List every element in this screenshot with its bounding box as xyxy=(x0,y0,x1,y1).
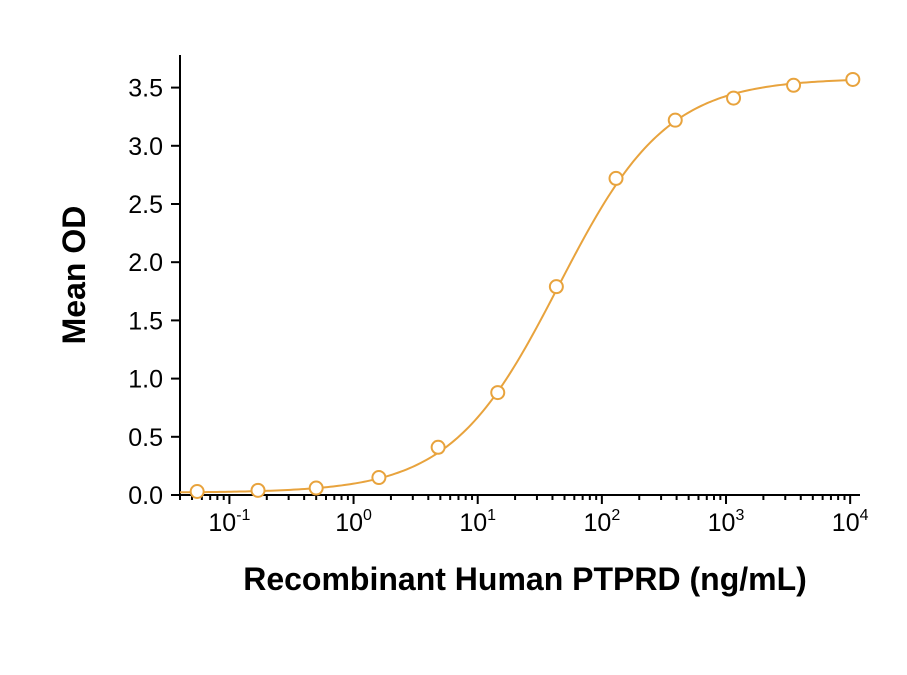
data-marker xyxy=(787,79,800,92)
data-marker xyxy=(491,386,504,399)
x-tick-label: 104 xyxy=(832,507,869,537)
fit-curve xyxy=(180,80,860,492)
y-tick-label: 0.5 xyxy=(128,424,163,452)
data-marker xyxy=(310,482,323,495)
data-marker xyxy=(669,114,682,127)
y-tick-label: 3.5 xyxy=(128,75,163,103)
y-tick-label: 3.0 xyxy=(128,133,163,161)
data-marker xyxy=(372,471,385,484)
x-axis-label: Recombinant Human PTPRD (ng/mL) xyxy=(243,561,807,597)
data-marker xyxy=(550,280,563,293)
x-tick-label: 101 xyxy=(459,507,496,537)
x-tick-label: 10-1 xyxy=(208,507,250,537)
y-axis-label: Mean OD xyxy=(56,206,92,345)
data-marker xyxy=(846,73,859,86)
chart-svg: 0.0 0.5 1.0 1.5 2.0 2.5 3.0 3.5 10-1 100 101 102 103… xyxy=(30,20,880,660)
y-tick-label: 1.5 xyxy=(128,307,163,335)
dose-response-chart: 0.0 0.5 1.0 1.5 2.0 2.5 3.0 3.5 10-1 100 101 102 103… xyxy=(30,20,880,660)
x-tick-label: 103 xyxy=(708,507,745,537)
data-marker xyxy=(727,92,740,105)
data-marker xyxy=(252,484,265,497)
y-tick-label: 0.0 xyxy=(128,482,163,510)
data-marker xyxy=(432,441,445,454)
x-tick-label: 102 xyxy=(584,507,621,537)
data-marker xyxy=(191,485,204,498)
data-marker xyxy=(610,172,623,185)
y-tick-label: 1.0 xyxy=(128,366,163,394)
y-tick-label: 2.0 xyxy=(128,249,163,277)
y-tick-label: 2.5 xyxy=(128,191,163,219)
x-tick-label: 100 xyxy=(335,507,372,537)
